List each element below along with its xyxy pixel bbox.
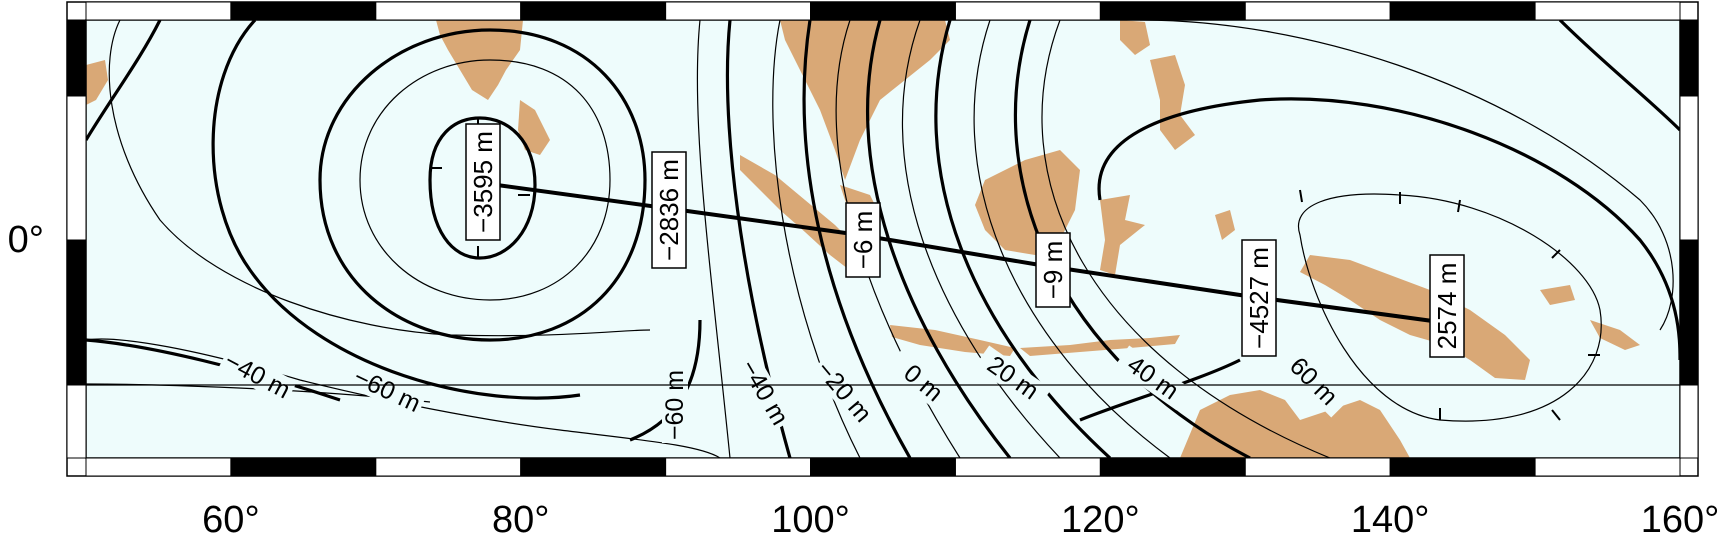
tick-marks xyxy=(430,118,1600,421)
frame-segment xyxy=(810,457,956,477)
x-tick-label: 160° xyxy=(1641,499,1720,537)
profile-label-box xyxy=(1429,254,1465,358)
frame-segment xyxy=(1679,95,1699,241)
contour-line xyxy=(1041,20,1331,458)
contour-line xyxy=(1558,20,1680,132)
contour-line xyxy=(1297,193,1602,422)
contour-label-halo xyxy=(662,367,688,443)
land-sumatra xyxy=(740,155,868,272)
frame-segment xyxy=(375,1,522,21)
contour-line xyxy=(86,338,341,402)
frame-segment xyxy=(1099,1,1246,21)
frame-segment xyxy=(85,1,232,21)
frame-segment xyxy=(1389,1,1536,21)
land-masses xyxy=(86,20,1640,458)
land-taiwan-islands xyxy=(1120,20,1150,55)
land-java xyxy=(890,325,1015,356)
x-tick-label: 60° xyxy=(202,499,259,537)
profile-label-box xyxy=(651,151,687,269)
land-solomon-islands xyxy=(1590,320,1640,350)
land-indochina xyxy=(780,20,950,180)
frame-segment xyxy=(1244,1,1391,21)
contour-line xyxy=(973,20,1171,458)
frame-segment xyxy=(1534,1,1681,21)
profile-label: −9 m xyxy=(1038,241,1068,300)
x-tick-label: 80° xyxy=(492,499,549,537)
frame-segment xyxy=(230,457,377,477)
frame-segment xyxy=(1679,19,1699,97)
x-tick-label: 140° xyxy=(1351,499,1430,537)
contour-label-halo xyxy=(809,354,879,430)
frame-segment xyxy=(520,457,667,477)
land-bismarck xyxy=(1540,285,1575,305)
land-arabia-coast xyxy=(86,60,108,105)
contour-line xyxy=(318,28,647,342)
contour-line xyxy=(428,116,537,260)
contour-label-halo xyxy=(1114,345,1192,411)
contour-line xyxy=(211,20,581,400)
contour-label-halo xyxy=(974,345,1052,411)
frame-segment xyxy=(1389,457,1536,477)
frame-segment xyxy=(810,1,956,21)
frame-segments xyxy=(66,1,1699,477)
contour-label-halo xyxy=(217,346,298,405)
frame-segment xyxy=(1244,457,1391,477)
frame-segment xyxy=(66,384,87,459)
x-tick-label: 100° xyxy=(771,499,850,537)
contour-line xyxy=(696,20,731,458)
frame-segment xyxy=(230,1,377,21)
land-philippines xyxy=(1150,55,1195,150)
profile-label-box xyxy=(1241,239,1277,357)
frame-segment xyxy=(66,95,87,241)
frame-segment xyxy=(66,239,87,386)
frame-segment xyxy=(954,457,1101,477)
frame-segment xyxy=(954,1,1101,21)
profile-label: −6 m xyxy=(848,211,878,270)
land-halmahera xyxy=(1215,210,1235,240)
frame-segment xyxy=(1679,384,1699,459)
frame-segment xyxy=(1534,457,1681,477)
land-australia xyxy=(1180,390,1410,458)
x-tick-labels: 60° 80° 100° 120° 140° 160° xyxy=(202,499,1719,537)
frame-segment xyxy=(1099,457,1246,477)
land-sulawesi xyxy=(1100,195,1145,275)
tick-mark xyxy=(1457,199,1461,213)
profile-label-box xyxy=(845,202,881,278)
contour-label: −60 m xyxy=(661,370,689,440)
profile-label: −3595 m xyxy=(468,131,498,233)
frame-segment xyxy=(66,19,87,97)
frame-segment xyxy=(665,457,812,477)
tick-mark xyxy=(1551,249,1561,259)
tick-mark xyxy=(1299,189,1303,203)
contour-line xyxy=(1139,20,1674,331)
frame-segment xyxy=(1679,239,1699,386)
frame-segment xyxy=(85,457,232,477)
land-sri-lanka xyxy=(518,100,550,155)
profile-labels: −3595 m −2836 m −6 m −9 m −4527 m 2574 m xyxy=(465,123,1465,358)
contour-label-halo xyxy=(885,348,961,418)
profile-label-box xyxy=(465,123,501,241)
y-tick-label: 0° xyxy=(8,219,44,261)
contour-label-halo xyxy=(347,362,428,419)
frame-segment xyxy=(520,1,667,21)
contour-line xyxy=(108,20,651,337)
contour-line xyxy=(359,59,611,301)
profile-label: 2574 m xyxy=(1432,263,1462,350)
profile-label-box xyxy=(1035,232,1071,308)
frame-segment xyxy=(665,1,812,21)
contour-line xyxy=(934,20,1112,458)
x-tick-label: 120° xyxy=(1061,499,1140,537)
contour-line xyxy=(1097,97,1680,361)
tick-mark xyxy=(1551,409,1561,421)
contour-line xyxy=(86,20,162,141)
profile-label: −2836 m xyxy=(654,159,684,261)
contour-label-halo xyxy=(1277,345,1350,418)
frame-segment xyxy=(375,457,522,477)
profile-label: −4527 m xyxy=(1244,247,1274,349)
contour-line xyxy=(901,20,1061,458)
contour-label-halo xyxy=(734,353,795,432)
